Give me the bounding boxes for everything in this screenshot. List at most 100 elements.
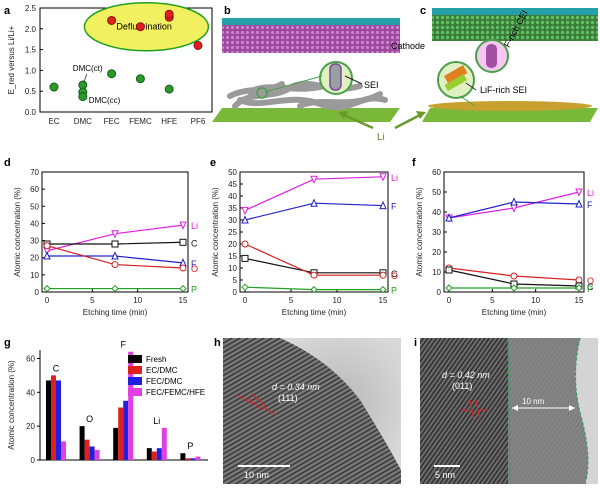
- legend-swatch-Fresh: [128, 355, 142, 363]
- point-green: [78, 92, 88, 102]
- lif-sei-label: LiF-rich SEI: [480, 85, 527, 95]
- marker-P: [379, 285, 387, 294]
- xlabel-e: Etching time (min): [282, 308, 347, 317]
- series-label-C: C: [391, 269, 398, 279]
- series-label-O: O: [587, 276, 594, 286]
- marker-O: [179, 264, 187, 272]
- ytick-label-e: 5: [233, 276, 238, 285]
- marker-O: [241, 240, 249, 248]
- legend-swatch-FEC/FEMC/HFE: [128, 388, 142, 396]
- bar-group-label-F: F: [120, 340, 126, 350]
- ytick-label-e: 45: [228, 180, 237, 189]
- panel-d: 0 10 20 30 40 50 60 70 0 5 10 15 Etching time (min) A…: [13, 168, 198, 317]
- cathode-label: Cathode: [391, 41, 425, 51]
- marker-P: [179, 284, 187, 293]
- ytick-label-e: 50: [228, 168, 237, 177]
- bar-Li-EC/DMC: [151, 451, 157, 460]
- ytick-label-e: 25: [228, 228, 237, 237]
- ytick-label-a: 2.0: [25, 25, 37, 34]
- ytick-label-e: 10: [228, 264, 237, 273]
- xtick-label-d: 10: [133, 296, 142, 305]
- ytick-label-d: 0: [35, 288, 40, 297]
- panel-label-i: i: [414, 337, 417, 349]
- marker-C: [111, 240, 119, 248]
- label-dmc-ct: DMC(ct): [73, 64, 103, 73]
- marker-O: [43, 242, 51, 250]
- panel-label-f: f: [412, 157, 416, 169]
- xtick-label-d: 15: [179, 296, 188, 305]
- marker-P: [445, 284, 453, 292]
- marker-P: [310, 285, 318, 294]
- ytick-label-a: 0.0: [25, 108, 37, 117]
- bar-group-label-C: C: [53, 363, 60, 373]
- panel-label-h: h: [214, 337, 221, 349]
- bar-P-EC/DMC: [185, 458, 191, 460]
- bar-F-FEC/DMC: [123, 400, 129, 460]
- legend-label-Fresh: Fresh: [146, 355, 166, 364]
- marker-Li: [179, 221, 187, 230]
- bar-F-FEC/FEMC/HFE: [128, 351, 134, 460]
- xtick-label-e: 5: [289, 296, 294, 305]
- bar-C-EC/DMC: [51, 375, 56, 460]
- ytick-label-f: 20: [432, 248, 441, 257]
- series-label-P: P: [191, 285, 197, 295]
- ytick-label-d: 60: [30, 185, 39, 194]
- marker-Li: [379, 173, 387, 182]
- bar-Li-Fresh: [146, 448, 152, 460]
- xtick-label-f: 15: [575, 296, 584, 305]
- ytick-label-a: 2.5: [25, 4, 37, 13]
- series-label-F: F: [391, 202, 397, 212]
- bar-O-Fresh: [79, 426, 85, 460]
- xtick-label-a: HFE: [161, 117, 177, 126]
- bar-F-EC/DMC: [118, 407, 124, 460]
- legend-label-FEC/DMC: FEC/DMC: [146, 377, 183, 386]
- ytick-label-g: 0: [31, 456, 36, 465]
- bar-P-Fresh: [180, 453, 186, 460]
- series-label-O: O: [191, 264, 198, 274]
- marker-F: [379, 200, 387, 210]
- marker-C: [179, 238, 187, 246]
- panel-b-schematic: SEI: [212, 18, 400, 122]
- point-green: [107, 69, 117, 79]
- li-substrate-b: [212, 108, 400, 122]
- ytick-label-f: 50: [432, 188, 441, 197]
- ytick-label-g: 40: [26, 388, 35, 397]
- ytick-label-f: 0: [437, 288, 442, 297]
- bar-C-FEC/FEMC/HFE: [61, 441, 66, 460]
- ytick-label-d: 30: [30, 237, 39, 246]
- xtick-label-d: 5: [90, 296, 95, 305]
- bar-C-FEC/DMC: [56, 380, 61, 460]
- current-collector-c: [432, 8, 598, 15]
- legend-label-EC/DMC: EC/DMC: [146, 366, 178, 375]
- ytick-label-a: 1.0: [25, 66, 37, 75]
- xlabel-d: Etching time (min): [83, 308, 148, 317]
- marker-F: [43, 251, 51, 260]
- panel-label-a: a: [4, 5, 11, 17]
- point-green: [164, 84, 174, 94]
- ytick-label-f: 60: [432, 168, 441, 177]
- marker-P: [43, 284, 51, 293]
- marker-F: [575, 199, 583, 208]
- ylabel-a: E_red versus Li/Li+: [7, 25, 16, 94]
- panel-label-b: b: [224, 5, 231, 17]
- ytick-label-e: 40: [228, 192, 237, 201]
- legend-label-FEC/FEMC/HFE: FEC/FEMC/HFE: [146, 388, 205, 397]
- panel-a: Defluorination0.00.51.01.52.02.5ECDMCFEC…: [7, 1, 213, 126]
- panel-label-d: d: [4, 157, 11, 169]
- marker-O: [575, 276, 583, 284]
- series-label-C: C: [191, 238, 198, 248]
- marker-F: [241, 215, 249, 224]
- bar-P-FEC/FEMC/HFE: [195, 456, 201, 460]
- marker-F: [510, 197, 518, 206]
- xtick-label-f: 5: [490, 296, 495, 305]
- panel-g: 0 20 40 60 Atomic concentration (%) C O F Li P Fre…: [7, 340, 208, 465]
- scale-h: 10 nm: [244, 470, 269, 480]
- xtick-label-e: 10: [333, 296, 342, 305]
- panel-h-tem: d = 0.34 nm (111) 10 nm: [223, 338, 401, 484]
- xtick-label-a: FEMC: [129, 117, 152, 126]
- series-label-P: P: [391, 286, 397, 296]
- series-label-Li: Li: [391, 173, 398, 183]
- ytick-label-a: 1.5: [25, 46, 37, 55]
- ylabel-d: Atomic concentration (%): [13, 187, 22, 277]
